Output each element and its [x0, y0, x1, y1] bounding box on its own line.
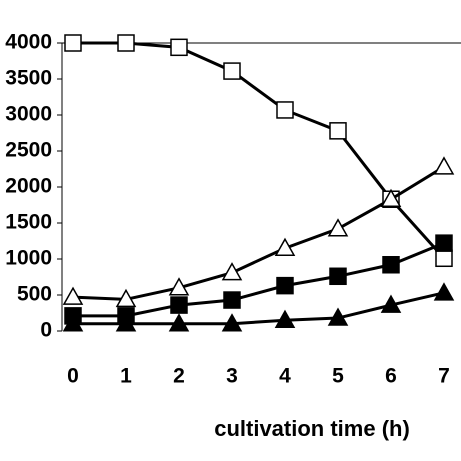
- series-line: [73, 41, 446, 260]
- marker: [276, 101, 294, 119]
- marker: [221, 313, 243, 332]
- x-tick-label: 6: [385, 365, 397, 388]
- marker: [329, 122, 347, 140]
- marker: [327, 218, 349, 237]
- y-tick-label: 3000: [5, 103, 52, 126]
- y-tick-label: 2500: [5, 139, 52, 162]
- series-line: [73, 291, 445, 326]
- series-line: [73, 241, 445, 318]
- marker: [276, 276, 294, 295]
- marker: [221, 262, 243, 281]
- marker: [223, 62, 241, 80]
- marker: [115, 288, 137, 308]
- y-tick-label: 3500: [5, 67, 52, 90]
- x-tick-label: 0: [67, 365, 79, 388]
- marker: [64, 34, 82, 52]
- marker: [382, 256, 400, 274]
- y-tick-label: 4000: [5, 31, 52, 54]
- marker: [223, 291, 241, 309]
- y-tick-label: 1500: [5, 211, 52, 234]
- marker: [380, 188, 402, 207]
- marker: [62, 313, 84, 332]
- y-tick-label: 1000: [5, 247, 52, 270]
- y-tick-label: 0: [40, 319, 52, 342]
- x-tick-label: 7: [438, 365, 450, 388]
- x-tick-label: 2: [173, 365, 185, 388]
- marker: [115, 313, 137, 332]
- y-tick-label: 500: [17, 283, 52, 306]
- x-tick-label: 4: [279, 365, 291, 388]
- marker: [433, 282, 455, 301]
- marker: [327, 307, 349, 326]
- marker: [435, 234, 453, 252]
- x-tick-label: 1: [120, 365, 132, 388]
- x-tick-label: 3: [226, 365, 238, 388]
- marker: [168, 277, 190, 296]
- series-line: [72, 165, 445, 301]
- marker: [168, 313, 190, 332]
- marker: [170, 296, 188, 314]
- x-axis-title: cultivation time (h): [214, 416, 410, 441]
- marker: [170, 38, 188, 57]
- marker: [329, 267, 347, 286]
- marker: [62, 286, 84, 305]
- y-tick-label: 2000: [5, 175, 52, 198]
- marker: [380, 294, 402, 313]
- marker: [433, 156, 455, 175]
- marker: [435, 249, 453, 268]
- x-tick-label: 5: [332, 365, 344, 388]
- marker: [274, 309, 296, 328]
- marker: [274, 237, 296, 256]
- marker: [117, 34, 135, 52]
